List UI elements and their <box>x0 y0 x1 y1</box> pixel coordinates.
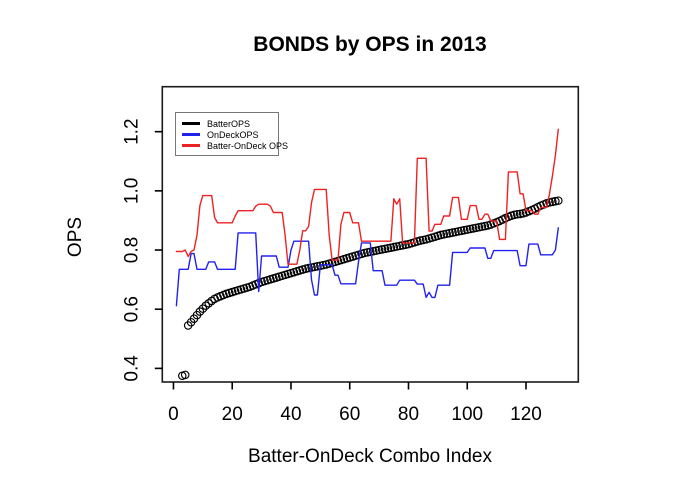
batterops-point <box>401 240 410 249</box>
x-tick-label: 60 <box>339 404 360 425</box>
batterops-point <box>454 227 463 236</box>
batterops-point <box>301 264 310 273</box>
batterops-point <box>383 243 393 253</box>
batterops-point <box>451 227 460 237</box>
batterops-point <box>480 221 490 231</box>
batterops-point <box>415 236 425 245</box>
batterops-point <box>471 223 481 233</box>
batterops-line-swatch <box>182 122 200 125</box>
batterops-point <box>515 209 525 219</box>
batterops-point <box>180 370 190 380</box>
batter-ondeck-ops-line-swatch <box>182 144 200 147</box>
x-tick-label: 120 <box>510 404 542 425</box>
batterops-point <box>195 307 205 316</box>
batterops-point <box>442 229 451 239</box>
batter-ondeck-ops-line <box>175 128 559 265</box>
batterops-point <box>457 226 466 236</box>
batterops-point <box>465 224 475 234</box>
x-tick-label: 40 <box>280 404 301 425</box>
ondeckops-line-swatch <box>182 133 200 136</box>
batterops-point <box>371 246 381 255</box>
batterops-point <box>204 299 213 308</box>
y-tick-label: 0.4 <box>121 355 142 382</box>
legend-box: BatterOPS OnDeckOPS Batter-OnDeck OPS <box>175 112 288 156</box>
batterops-point <box>389 242 399 252</box>
x-tick-label: 20 <box>222 404 243 425</box>
batterops-point <box>439 230 449 239</box>
y-tick-label: 1.0 <box>121 178 142 204</box>
batterops-point <box>468 224 478 233</box>
batterops-point <box>436 230 446 240</box>
legend-label: Batter-OnDeck OPS <box>207 140 289 151</box>
x-tick-label: 100 <box>451 404 483 425</box>
x-axis-label: Batter-OnDeck Combo Index <box>248 446 492 467</box>
y-tick-label: 1.2 <box>121 118 142 144</box>
x-tick-label: 80 <box>398 404 419 425</box>
batterops-point <box>380 244 390 254</box>
batterops-point <box>198 304 208 313</box>
batterops-point <box>374 245 384 255</box>
batterops-point <box>368 246 378 256</box>
batterops-point <box>304 263 313 273</box>
legend-item-batter-ondeck-ops: Batter-OnDeck OPS <box>182 140 288 151</box>
batterops-point <box>201 301 211 310</box>
y-axis-label: OPS <box>65 216 86 258</box>
batterops-point <box>392 242 402 251</box>
batterops-point <box>554 196 563 205</box>
ondeckops-line <box>175 227 559 307</box>
batterops-point <box>509 210 519 220</box>
y-tick-label: 0.6 <box>121 296 142 322</box>
batterops-point <box>445 228 454 238</box>
chart-title: BONDS by OPS in 2013 <box>253 33 487 56</box>
batterops-point <box>386 243 396 252</box>
batterops-point <box>548 197 557 207</box>
plot-frame <box>161 85 580 383</box>
x-tick-label: 0 <box>168 404 179 425</box>
batterops-point <box>551 196 560 206</box>
batterops-point <box>377 245 387 254</box>
batterops-point <box>545 198 554 207</box>
batterops-point <box>313 262 322 271</box>
batterops-point <box>460 225 469 235</box>
batterops-point <box>395 241 404 251</box>
legend-item-batterops: BatterOPS <box>182 118 273 129</box>
batterops-point <box>448 228 457 237</box>
batterops-point <box>512 209 522 219</box>
legend-label: OnDeckOPS <box>207 129 259 140</box>
batterops-point <box>360 248 369 258</box>
y-tick-label: 0.8 <box>121 237 142 263</box>
legend-item-ondeckops: OnDeckOPS <box>182 129 273 140</box>
batterops-point <box>418 235 428 245</box>
batterops-point <box>474 222 484 232</box>
batterops-point <box>477 222 487 231</box>
legend-label: BatterOPS <box>207 118 251 129</box>
batterops-point <box>462 225 472 234</box>
